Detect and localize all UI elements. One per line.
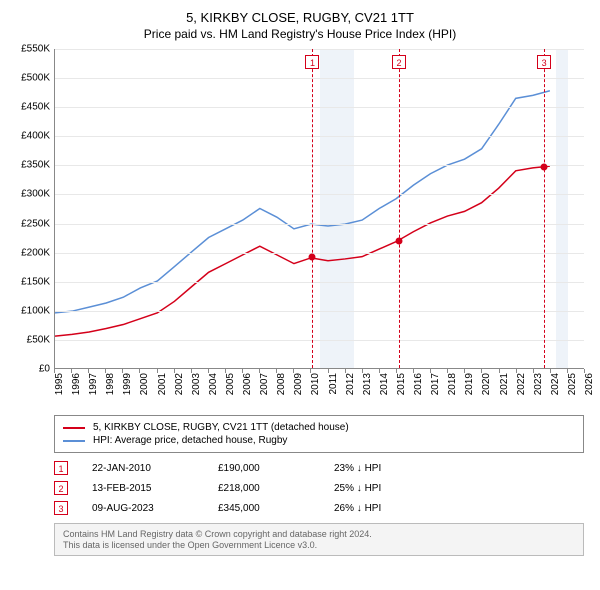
y-tick-label: £150K	[10, 276, 50, 287]
legend-label: HPI: Average price, detached house, Rugb…	[93, 435, 287, 446]
event-price: £190,000	[218, 463, 318, 474]
x-tick-label: 2015	[396, 373, 407, 395]
legend-swatch	[63, 427, 85, 429]
x-tick-label: 2007	[259, 373, 270, 395]
y-tick-label: £450K	[10, 102, 50, 113]
x-tick-label: 2011	[328, 373, 339, 395]
gridline	[55, 49, 584, 50]
x-tick-label: 2009	[293, 373, 304, 395]
event-date: 22-JAN-2010	[92, 463, 202, 474]
x-tick-label: 2013	[362, 373, 373, 395]
gridline	[55, 340, 584, 341]
event-badge: 3	[54, 501, 68, 515]
x-tick-label: 1997	[88, 373, 99, 395]
x-tick-label: 1996	[71, 373, 82, 395]
legend-swatch	[63, 440, 85, 442]
event-delta: 26% ↓ HPI	[334, 503, 584, 514]
y-tick-label: £550K	[10, 44, 50, 55]
x-tick-label: 2023	[533, 373, 544, 395]
y-tick-label: £50K	[10, 334, 50, 345]
event-delta: 25% ↓ HPI	[334, 483, 584, 494]
chart-area: £0 £50K £100K £150K £200K £250K £300K £350K £400…	[10, 49, 590, 409]
x-tick-label: 2016	[413, 373, 424, 395]
event-marker-box: 3	[537, 55, 551, 69]
x-tick-label: 2008	[276, 373, 287, 395]
x-tick-label: 2006	[242, 373, 253, 395]
event-marker-dot	[541, 164, 548, 171]
x-tick-label: 1999	[122, 373, 133, 395]
x-tick-label: 2018	[447, 373, 458, 395]
event-date: 09-AUG-2023	[92, 503, 202, 514]
x-tick-label: 1995	[54, 373, 65, 395]
event-vline	[544, 49, 545, 368]
legend-item: 5, KIRKBY CLOSE, RUGBY, CV21 1TT (detach…	[63, 422, 575, 433]
gridline	[55, 282, 584, 283]
x-tick-label: 2010	[310, 373, 321, 395]
x-tick-label: 2020	[481, 373, 492, 395]
y-tick-label: £350K	[10, 160, 50, 171]
chart-subtitle: Price paid vs. HM Land Registry's House …	[10, 27, 590, 41]
event-row: 3 09-AUG-2023 £345,000 26% ↓ HPI	[54, 501, 584, 515]
gridline	[55, 194, 584, 195]
x-axis: 1995 1996 1997 1998 1999 2000 2001 2002 2003 2004…	[54, 369, 584, 409]
event-badge: 2	[54, 481, 68, 495]
x-tick-label: 2024	[550, 373, 561, 395]
x-tick-label: 2003	[191, 373, 202, 395]
y-axis: £0£50K£100K£150K£200K£250K£300K£350K£400…	[10, 49, 54, 369]
event-marker-dot	[395, 238, 402, 245]
x-tick-label: 2001	[157, 373, 168, 395]
gridline	[55, 136, 584, 137]
chart-container: 5, KIRKBY CLOSE, RUGBY, CV21 1TT Price p…	[0, 0, 600, 564]
event-marker-box: 1	[305, 55, 319, 69]
legend-item: HPI: Average price, detached house, Rugb…	[63, 435, 575, 446]
event-badge: 1	[54, 461, 68, 475]
footer-line-1: Contains HM Land Registry data © Crown c…	[63, 529, 575, 539]
x-tick-label: 1998	[105, 373, 116, 395]
y-tick-label: £200K	[10, 247, 50, 258]
event-marker-dot	[309, 254, 316, 261]
event-vline	[399, 49, 400, 368]
x-tick-label: 2025	[567, 373, 578, 395]
x-tick-label: 2026	[584, 373, 595, 395]
x-tick-label: 2017	[430, 373, 441, 395]
event-delta: 23% ↓ HPI	[334, 463, 584, 474]
x-tick-label: 2002	[174, 373, 185, 395]
event-vline	[312, 49, 313, 368]
event-list: 1 22-JAN-2010 £190,000 23% ↓ HPI 2 13-FEB-201…	[54, 461, 584, 515]
x-tick-label: 2012	[345, 373, 356, 395]
series-hpi	[55, 91, 550, 313]
legend: 5, KIRKBY CLOSE, RUGBY, CV21 1TT (detach…	[54, 415, 584, 453]
event-date: 13-FEB-2015	[92, 483, 202, 494]
gridline	[55, 78, 584, 79]
x-tick-label: 2004	[208, 373, 219, 395]
gridline	[55, 311, 584, 312]
y-tick-label: £300K	[10, 189, 50, 200]
event-marker-box: 2	[392, 55, 406, 69]
x-tick-label: 2000	[139, 373, 150, 395]
event-row: 1 22-JAN-2010 £190,000 23% ↓ HPI	[54, 461, 584, 475]
footer-line-2: This data is licensed under the Open Gov…	[63, 540, 575, 550]
y-tick-label: £500K	[10, 73, 50, 84]
x-tick-label: 2022	[516, 373, 527, 395]
event-price: £218,000	[218, 483, 318, 494]
gridline	[55, 253, 584, 254]
chart-title: 5, KIRKBY CLOSE, RUGBY, CV21 1TT	[10, 10, 590, 25]
x-tick-label: 2021	[499, 373, 510, 395]
footer-attribution: Contains HM Land Registry data © Crown c…	[54, 523, 584, 556]
x-tick-label: 2005	[225, 373, 236, 395]
x-tick-label: 2014	[379, 373, 390, 395]
y-tick-label: £400K	[10, 131, 50, 142]
event-row: 2 13-FEB-2015 £218,000 25% ↓ HPI	[54, 481, 584, 495]
y-tick-label: £100K	[10, 305, 50, 316]
x-tick-label: 2019	[464, 373, 475, 395]
plot-area: 1 2 3	[54, 49, 584, 369]
legend-label: 5, KIRKBY CLOSE, RUGBY, CV21 1TT (detach…	[93, 422, 349, 433]
y-tick-label: £0	[10, 364, 50, 375]
gridline	[55, 107, 584, 108]
event-price: £345,000	[218, 503, 318, 514]
gridline	[55, 224, 584, 225]
y-tick-label: £250K	[10, 218, 50, 229]
gridline	[55, 165, 584, 166]
line-series-svg	[55, 49, 584, 368]
